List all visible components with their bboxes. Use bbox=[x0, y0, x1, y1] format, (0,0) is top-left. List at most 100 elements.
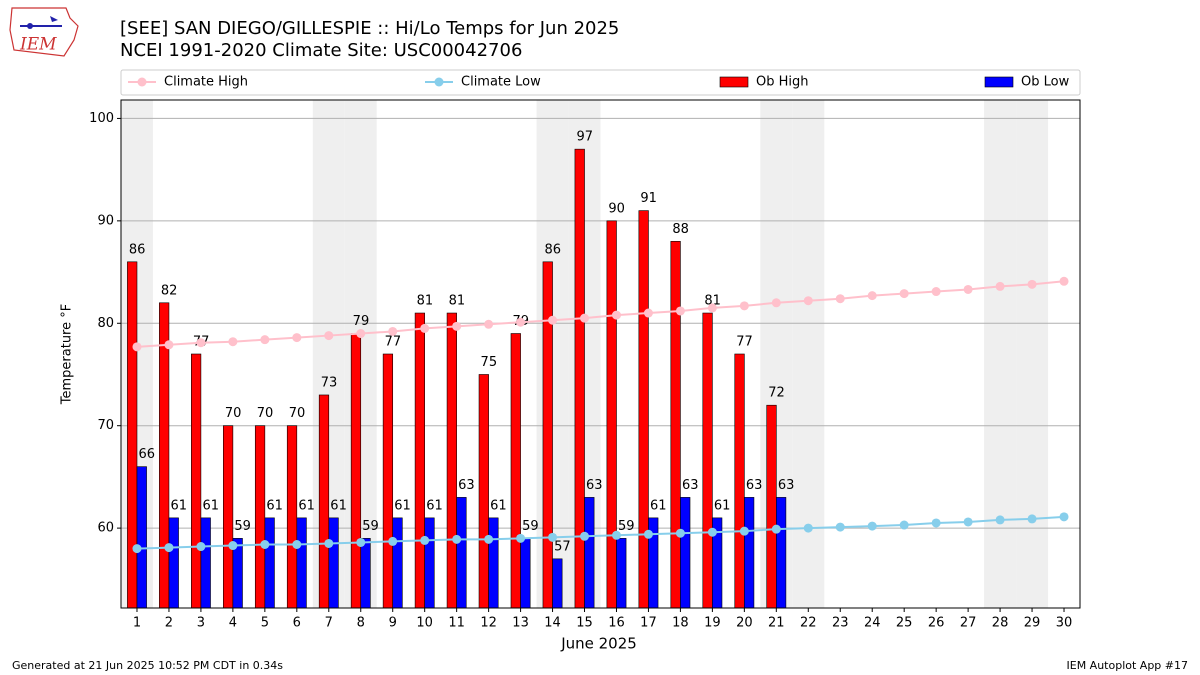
marker bbox=[484, 319, 494, 329]
bar bbox=[318, 394, 330, 609]
marker bbox=[611, 310, 621, 320]
data-label: 90 bbox=[608, 201, 625, 216]
bar bbox=[446, 312, 457, 609]
marker bbox=[675, 306, 685, 316]
svg-text:IEM: IEM bbox=[19, 35, 57, 55]
data-label: 73 bbox=[321, 375, 338, 390]
weekend-band bbox=[984, 100, 1017, 608]
bar bbox=[296, 517, 307, 609]
y-tick-label: 70 bbox=[97, 418, 114, 433]
data-label: 81 bbox=[417, 294, 434, 309]
marker bbox=[260, 335, 270, 345]
marker bbox=[931, 518, 941, 528]
marker bbox=[452, 534, 462, 544]
data-label: 70 bbox=[225, 406, 242, 421]
y-tick-label: 60 bbox=[97, 521, 114, 536]
x-tick-label: 24 bbox=[864, 616, 881, 631]
legend-label: Climate High bbox=[164, 75, 248, 90]
marker bbox=[867, 291, 877, 301]
bar bbox=[350, 333, 362, 609]
bar bbox=[616, 538, 627, 609]
data-label: 63 bbox=[746, 478, 763, 493]
weekend-band bbox=[792, 100, 825, 608]
marker bbox=[292, 333, 302, 343]
x-tick-label: 30 bbox=[1056, 616, 1073, 631]
x-tick-label: 28 bbox=[992, 616, 1009, 631]
y-axis-label: Temperature °F bbox=[60, 304, 75, 405]
marker bbox=[707, 527, 717, 537]
bar bbox=[456, 497, 467, 609]
marker bbox=[771, 298, 781, 308]
x-tick-label: 8 bbox=[357, 616, 365, 631]
data-label: 70 bbox=[257, 406, 274, 421]
x-tick-label: 7 bbox=[325, 616, 333, 631]
x-tick-label: 3 bbox=[197, 616, 205, 631]
x-tick-label: 27 bbox=[960, 616, 977, 631]
data-label: 61 bbox=[266, 498, 283, 513]
bar bbox=[424, 517, 435, 609]
marker bbox=[739, 301, 749, 311]
bar bbox=[680, 497, 691, 609]
marker bbox=[803, 296, 813, 306]
x-tick-label: 18 bbox=[672, 616, 689, 631]
marker bbox=[420, 535, 430, 545]
x-tick-label: 9 bbox=[389, 616, 397, 631]
marker bbox=[1059, 512, 1069, 522]
bar bbox=[702, 312, 713, 609]
legend-label: Ob High bbox=[756, 75, 809, 90]
data-label: 77 bbox=[385, 335, 402, 350]
legend-swatch bbox=[984, 76, 1014, 88]
legend-box bbox=[120, 69, 1081, 96]
data-label: 70 bbox=[289, 406, 306, 421]
weekend-band bbox=[1016, 100, 1049, 608]
bar bbox=[328, 517, 339, 609]
data-label: 61 bbox=[426, 498, 443, 513]
marker bbox=[452, 321, 462, 331]
marker bbox=[963, 284, 973, 294]
bar bbox=[127, 261, 138, 609]
data-label: 61 bbox=[650, 498, 667, 513]
marker bbox=[899, 289, 909, 299]
data-label: 88 bbox=[672, 222, 689, 237]
bar bbox=[638, 210, 649, 609]
bar bbox=[734, 353, 745, 609]
marker bbox=[388, 326, 398, 336]
marker bbox=[1059, 276, 1069, 286]
marker bbox=[132, 544, 142, 554]
data-label: 75 bbox=[481, 355, 498, 370]
data-label: 77 bbox=[736, 335, 753, 350]
bar bbox=[200, 517, 211, 609]
bar bbox=[286, 425, 298, 609]
x-tick-label: 6 bbox=[293, 616, 301, 631]
data-label: 86 bbox=[544, 242, 561, 257]
bar bbox=[542, 261, 553, 609]
legend-swatch bbox=[137, 77, 147, 87]
marker bbox=[643, 529, 653, 539]
bar bbox=[478, 374, 489, 609]
data-label: 59 bbox=[362, 519, 379, 534]
marker bbox=[580, 531, 590, 541]
marker bbox=[324, 331, 334, 341]
x-tick-label: 1 bbox=[133, 616, 141, 631]
bar bbox=[414, 312, 425, 609]
x-tick-label: 26 bbox=[928, 616, 945, 631]
marker bbox=[995, 515, 1005, 525]
plot-frame bbox=[120, 99, 1081, 609]
bar bbox=[392, 517, 403, 609]
x-tick-label: 13 bbox=[512, 616, 529, 631]
marker bbox=[867, 521, 877, 531]
marker bbox=[675, 528, 685, 538]
marker bbox=[643, 308, 653, 318]
legend-label: Ob Low bbox=[1021, 75, 1070, 90]
footer-left: Generated at 21 Jun 2025 10:52 PM CDT in… bbox=[12, 659, 283, 672]
legend-swatch bbox=[434, 77, 444, 87]
marker bbox=[835, 522, 845, 532]
data-label: 57 bbox=[554, 539, 571, 554]
x-tick-label: 14 bbox=[544, 616, 561, 631]
logo: IEM bbox=[9, 7, 79, 57]
x-tick-label: 5 bbox=[261, 616, 269, 631]
marker bbox=[931, 287, 941, 297]
bar bbox=[168, 517, 179, 609]
bar bbox=[744, 497, 755, 609]
x-tick-label: 25 bbox=[896, 616, 913, 631]
